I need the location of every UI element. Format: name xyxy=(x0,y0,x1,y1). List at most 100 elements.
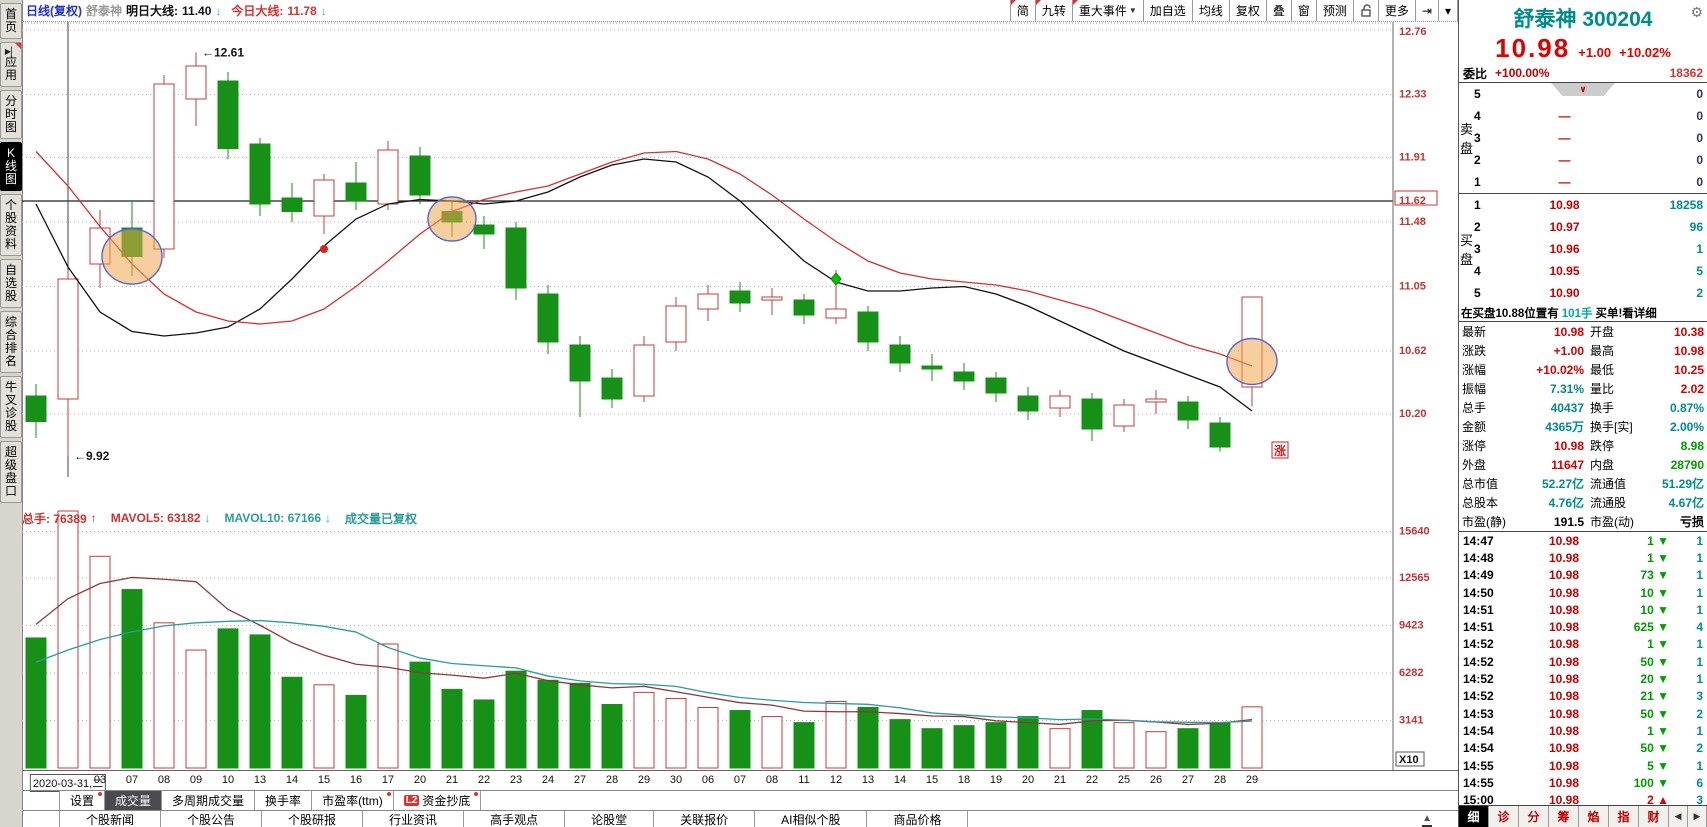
tick-volume: 50 ▼ xyxy=(1640,706,1669,721)
notice-post: 买单!看详细 xyxy=(1595,307,1657,320)
sidebar-item-超级盘口[interactable]: 超级盘口 xyxy=(0,441,22,503)
toolbar-button-简[interactable]: 简 xyxy=(1009,0,1035,21)
panel-tab-筹[interactable]: 筹 xyxy=(1549,806,1579,827)
order-level: 5 xyxy=(1474,286,1481,300)
sidebar-item-应用[interactable]: ▶▏ 应用 xyxy=(0,42,22,87)
stat-label: 市盈(静) xyxy=(1462,515,1506,529)
panel-tab-焰[interactable]: 焰 xyxy=(1579,806,1609,827)
stat-label: 换手 xyxy=(1590,401,1615,415)
tick-time: 14:55 xyxy=(1463,775,1494,790)
today-line-label: 今日大线: xyxy=(231,4,284,18)
bottom-nav-label: 个股新闻 xyxy=(86,812,135,827)
weicha-value: 18362 xyxy=(1669,66,1703,80)
indicator-tab-设置[interactable]: 设置 xyxy=(59,791,106,810)
toolbar-button-label: 叠 xyxy=(1272,4,1285,18)
toolbar-button-叠[interactable]: 叠 xyxy=(1265,0,1291,21)
toolbar-button-预测[interactable]: 预测 xyxy=(1315,0,1353,21)
toolbar-button-更多[interactable]: 更多 xyxy=(1377,0,1415,21)
stat-value: 28790 xyxy=(1670,457,1704,472)
bottom-nav-AI相似个股[interactable]: AI相似个股 xyxy=(754,811,868,827)
buy-label: 买 盘 xyxy=(1459,233,1473,267)
date-label: 18 xyxy=(957,774,971,786)
tick-time: 14:52 xyxy=(1463,672,1494,687)
toolbar-button-窗[interactable]: 窗 xyxy=(1290,0,1316,21)
tick-price: 10.98 xyxy=(1548,758,1579,773)
sidebar-item-char: 资 xyxy=(4,224,17,238)
bottom-nav-高手观点[interactable]: 高手观点 xyxy=(463,811,566,827)
sidebar-item-char: 图 xyxy=(4,172,17,186)
sidebar-item-首页[interactable]: 首页 xyxy=(0,3,22,39)
indicator-tab-label: 市盈率(ttm) xyxy=(322,794,383,808)
bottom-nav-个股公告[interactable]: 个股公告 xyxy=(160,811,263,827)
date-label: 22 xyxy=(477,774,491,786)
indicator-tab-成交量[interactable]: 成交量 xyxy=(104,791,163,810)
indicator-tab-换手率[interactable]: 换手率 xyxy=(254,791,313,810)
date-label: 08 xyxy=(765,774,779,786)
red-dot-icon xyxy=(474,792,479,796)
bottom-nav-个股新闻[interactable]: 个股新闻 xyxy=(59,811,162,827)
toolbar-button-均线[interactable]: 均线 xyxy=(1191,0,1229,21)
toolbar-button-加自选[interactable]: 加自选 xyxy=(1142,0,1192,21)
sidebar-item-牛叉诊股[interactable]: 牛叉诊股 xyxy=(0,376,22,438)
arrow-bar-button[interactable]: ⇥ xyxy=(1414,0,1438,21)
lock-button[interactable] xyxy=(1352,0,1378,21)
indicator-tab-市盈率(ttm)[interactable]: 市盈率(ttm) xyxy=(311,791,394,810)
sidebar-item-char: 选 xyxy=(4,276,17,290)
panel-tab-指[interactable]: 指 xyxy=(1609,806,1639,827)
chevron-down-icon[interactable]: ∨ xyxy=(1551,83,1615,96)
sidebar-item-分时图[interactable]: 分时图 xyxy=(0,90,22,139)
panel-tab-诊[interactable]: 诊 xyxy=(1489,806,1519,827)
order-volume: 0 xyxy=(1696,109,1703,123)
caret-down-button[interactable]: ▾ xyxy=(1437,0,1458,21)
order-notice-link[interactable]: 在买盘10.88位置有 101手 买单!看详细 xyxy=(1459,304,1707,322)
tick-volume: 5 ▼ xyxy=(1647,758,1669,773)
toolbar-button-重大事件[interactable]: 重大事件 ▼ xyxy=(1071,0,1143,21)
down-arrow-icon: ↓ xyxy=(325,511,332,525)
sidebar-item-char: 料 xyxy=(4,237,17,251)
toolbar-button-label: 加自选 xyxy=(1149,4,1186,18)
panel-tab-细[interactable]: 细 xyxy=(1459,806,1489,827)
order-price: 10.90 xyxy=(1549,286,1580,300)
bottom-nav-行业资讯[interactable]: 行业资讯 xyxy=(362,811,465,827)
sidebar-item-char: 诊 xyxy=(4,406,17,420)
date-label: 19 xyxy=(989,774,1003,786)
tick-row: 14:49 10.98 73 ▼ 1 xyxy=(1459,567,1707,584)
kline-chart[interactable]: ←12.61 ←9.92 涨 12.76 12.33 11.91 11.62 11.48 11.… xyxy=(22,22,1458,508)
date-label: 27 xyxy=(573,774,587,786)
bottom-nav: 个股新闻 个股公告 个股研报 行业资讯 高手观点 论股堂 关联报价 AI相似个股 商品价格 ▲ xyxy=(22,810,1458,827)
stat-value: +10.02% xyxy=(1536,362,1584,377)
toolbar-button-九转[interactable]: 九转 xyxy=(1034,0,1072,21)
toolbar-button-复权[interactable]: 复权 xyxy=(1228,0,1266,21)
indicator-tab-多周期成交量[interactable]: 多周期成交量 xyxy=(161,791,256,810)
volume-header: 总手: 76389 ↑ MAVOL5: 63182 ↓ MAVOL10: 67166 ↓ 成… xyxy=(22,508,1422,528)
tomorrow-line-value: 11.40 xyxy=(182,3,212,18)
panel-tab-财[interactable]: 财 xyxy=(1639,806,1669,827)
volume-chart[interactable]: 15640 12565 9423 6282 3141 X10 xyxy=(22,508,1458,770)
bottom-nav-论股堂[interactable]: 论股堂 xyxy=(564,811,655,827)
panel-prev-button[interactable]: ◀ xyxy=(1669,806,1688,827)
indicator-tab-资金抄底[interactable]: L2 资金抄底 xyxy=(392,791,482,810)
sidebar-item-综合排名[interactable]: 综合排名 xyxy=(0,311,22,373)
stat-label: 内盘 xyxy=(1590,458,1615,472)
collapse-up-icon[interactable]: ▲ xyxy=(1422,812,1432,827)
date-label: 07 xyxy=(733,774,747,786)
panel-tab-分[interactable]: 分 xyxy=(1519,806,1549,827)
sidebar-item-char: K xyxy=(6,146,15,160)
tick-time: 14:50 xyxy=(1463,585,1494,600)
panel-next-button[interactable]: ▶ xyxy=(1688,806,1707,827)
toolbar-button-label: 窗 xyxy=(1297,4,1310,18)
indicator-tab-label: 多周期成交量 xyxy=(172,794,245,808)
date-label: 13 xyxy=(253,774,267,786)
sidebar-item-自选股[interactable]: 自选股 xyxy=(0,259,22,308)
bottom-nav-个股研报[interactable]: 个股研报 xyxy=(261,811,364,827)
tick-row: 14:51 10.98 10 ▼ 1 xyxy=(1459,601,1707,618)
sidebar-item-个股资料[interactable]: 个股资料 xyxy=(0,194,22,256)
gear-icon[interactable]: ⚙ xyxy=(1690,4,1703,20)
svg-text:12565: 12565 xyxy=(1399,572,1430,584)
bottom-nav-商品价格[interactable]: 商品价格 xyxy=(866,811,969,827)
sidebar-item-char: 分 xyxy=(4,94,17,108)
mavol5-label: MAVOL5: 63182 xyxy=(110,511,201,525)
bottom-nav-label: AI相似个股 xyxy=(781,812,841,827)
bottom-nav-关联报价[interactable]: 关联报价 xyxy=(653,811,756,827)
